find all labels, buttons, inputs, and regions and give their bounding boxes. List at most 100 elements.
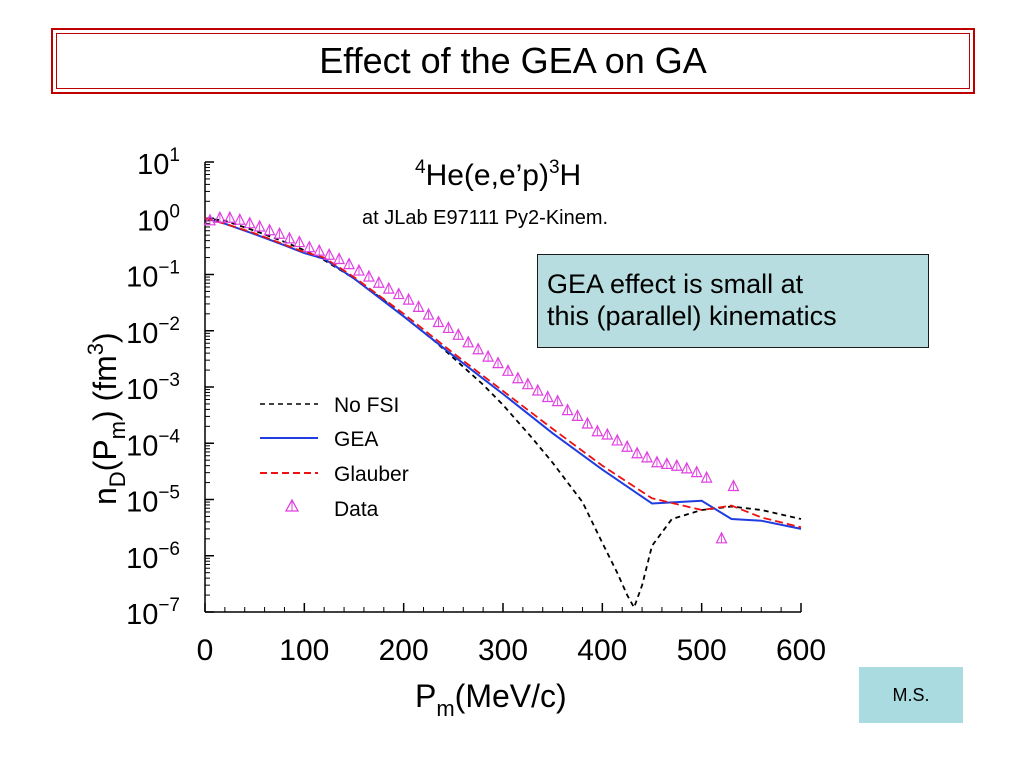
- data-point-data: [213, 210, 226, 223]
- data-point-data: [233, 212, 246, 225]
- y-tick-label-exponent: −3: [158, 370, 180, 391]
- data-point-data: [442, 321, 455, 334]
- data-point-data: [452, 327, 465, 340]
- data-point-data: [631, 446, 644, 459]
- y-tick-label-base: 10: [137, 205, 169, 237]
- data-point-data: [541, 390, 554, 403]
- data-point-data: [531, 383, 544, 396]
- data-point-data: [581, 416, 594, 429]
- y-tick-label-exponent: 0: [169, 201, 180, 222]
- y-label-open: (P: [87, 439, 123, 471]
- x-tick-label: 400: [577, 634, 627, 667]
- data-point-data: [313, 243, 326, 256]
- y-tick-label-base: 10: [126, 430, 158, 462]
- data-point-data: [551, 394, 564, 407]
- axes: [204, 162, 801, 613]
- title-base: He(e,e’p): [426, 159, 549, 192]
- data-point-data: [591, 424, 604, 437]
- data-point-data: [362, 269, 375, 282]
- data-point-data: [690, 465, 703, 478]
- chart-title: 4He(e,e’p)3H: [415, 157, 581, 192]
- y-label-d-subscript: D: [105, 471, 130, 487]
- y-tick-label-exponent: −5: [158, 483, 180, 504]
- y-tick-label-base: 10: [126, 374, 158, 406]
- data-point-data: [650, 455, 663, 468]
- data-point-data: [412, 300, 425, 313]
- y-label-superscript: 3: [83, 343, 108, 355]
- data-point-data: [680, 461, 693, 474]
- x-tick-label: 0: [197, 634, 214, 667]
- legend-label-data: Data: [334, 498, 379, 521]
- data-point-data: [283, 231, 296, 244]
- data-point-data: [601, 427, 614, 440]
- legend-label-gea: GEA: [334, 428, 378, 451]
- author-tag: M.S.: [859, 667, 963, 723]
- legend: No FSI GEA Glauber Data: [260, 394, 409, 521]
- data-point-data: [243, 216, 256, 229]
- legend-label-no-fsi: No FSI: [334, 394, 399, 417]
- y-label-n: n: [87, 487, 123, 505]
- x-axis-label: Pm(MeV/c): [415, 678, 567, 721]
- data-point-data: [462, 335, 475, 348]
- y-label-end: ): [87, 332, 123, 343]
- x-label-rest: (MeV/c): [455, 678, 567, 714]
- data-point-data: [641, 450, 654, 463]
- chart-subtitle: at JLab E97111 Py2-Kinem.: [362, 207, 608, 229]
- data-point-data: [561, 403, 574, 416]
- y-tick-label-base: 10: [126, 262, 158, 294]
- y-tick-label: 100: [137, 201, 180, 237]
- x-tick-label: 600: [776, 634, 826, 667]
- data-point-data: [273, 226, 286, 239]
- data-point-data: [571, 409, 584, 422]
- y-axis-label: nD(Pm) (fm3): [83, 332, 130, 505]
- data-point-data: [382, 281, 395, 294]
- series-line-glauber: [204, 217, 802, 529]
- data-point-data: [333, 252, 346, 265]
- callout-line-2: this (parallel) kinematics: [547, 301, 837, 331]
- y-tick-label: 10−6: [126, 539, 180, 575]
- data-point-data: [323, 247, 336, 260]
- title-tail: H: [560, 159, 582, 192]
- y-label-close: ) (fm: [87, 355, 123, 421]
- title-superscript-right: 3: [549, 157, 560, 178]
- data-point-data: [472, 342, 485, 355]
- author-tag-text: M.S.: [892, 684, 930, 705]
- y-tick-label: 10−3: [126, 370, 180, 406]
- y-tick-label: 10−7: [126, 595, 180, 631]
- y-tick-label: 10−5: [126, 483, 180, 519]
- y-axis-label-group: nD(Pm) (fm3): [83, 332, 130, 505]
- data-point-data: [621, 439, 634, 452]
- data-point-data: [372, 275, 385, 288]
- data-point-data: [203, 213, 216, 226]
- x-label-subscript: m: [436, 696, 454, 721]
- data-point-data: [482, 349, 495, 362]
- data-point-data: [263, 223, 276, 236]
- data-point-data: [432, 315, 445, 328]
- data-point-data: [223, 210, 236, 223]
- data-point-data: [402, 292, 415, 305]
- data-point-data: [501, 363, 514, 376]
- y-tick-label-base: 10: [126, 318, 158, 350]
- y-tick-label-exponent: 1: [169, 145, 180, 166]
- data-point-data: [611, 433, 624, 446]
- data-point-data: [352, 263, 365, 276]
- data-point-data: [727, 479, 740, 492]
- y-tick-label-exponent: −4: [158, 426, 180, 447]
- data-point-data: [343, 257, 356, 270]
- x-label-main: P: [415, 678, 436, 714]
- data-point-data: [511, 371, 524, 384]
- y-tick-label: 10−1: [126, 258, 180, 294]
- y-tick-label-exponent: −1: [158, 258, 180, 279]
- x-tick-label: 300: [478, 634, 528, 667]
- slide-title-frame: Effect of the GEA on GA: [51, 28, 975, 94]
- data-point-data: [492, 356, 505, 369]
- y-tick-label-base: 10: [126, 599, 158, 631]
- x-tick-label: 200: [379, 634, 429, 667]
- data-point-data: [253, 219, 266, 232]
- y-tick-label-base: 10: [137, 149, 169, 181]
- data-point-data: [303, 240, 316, 253]
- y-tick-label-base: 10: [126, 487, 158, 519]
- series-layer: [203, 210, 802, 610]
